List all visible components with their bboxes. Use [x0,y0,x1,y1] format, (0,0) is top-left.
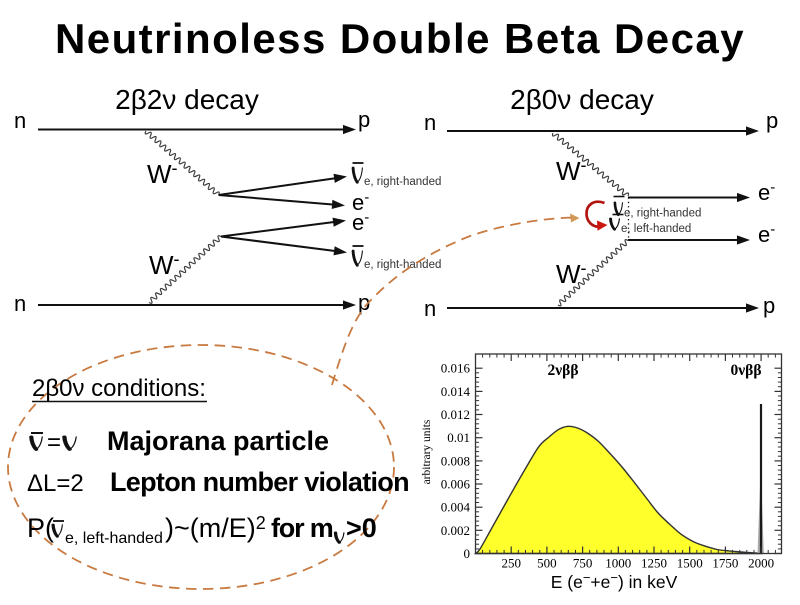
svg-text:Neutrinoless Double Beta Decay: Neutrinoless Double Beta Decay [55,15,745,62]
svg-text:0.01: 0.01 [447,430,470,445]
svg-text:2β2ν decay: 2β2ν decay [115,84,259,115]
svg-text:W-: W- [556,258,587,289]
svg-text:e, left-handed: e, left-handed [621,223,691,235]
svg-text:0: 0 [464,546,471,561]
svg-text:0.006: 0.006 [441,477,471,492]
svg-text:)~(m/E)2: )~(m/E)2 [165,513,266,543]
svg-text:e, left-handed: e, left-handed [65,530,163,547]
svg-text:=: = [47,429,61,456]
svg-text:0νββ: 0νββ [730,362,761,379]
svg-text:for m: for m [271,513,333,543]
svg-text:750: 750 [573,556,593,571]
svg-text:e, right-handed: e, right-handed [364,176,441,188]
svg-text:e, right-handed: e, right-handed [624,208,701,220]
svg-text:1500: 1500 [677,556,703,571]
svg-text:1250: 1250 [641,556,667,571]
svg-text:e, right-handed: e, right-handed [364,259,441,271]
svg-text:500: 500 [537,556,557,571]
svg-text:E (e−+e−) in keV: E (e−+e−) in keV [551,570,678,592]
svg-text:2β0ν conditions:: 2β0ν conditions: [32,375,206,402]
svg-text:p: p [358,290,370,315]
svg-text:>0: >0 [346,513,377,543]
svg-text:n: n [14,108,26,133]
svg-text:1000: 1000 [605,556,631,571]
svg-text:n: n [14,291,26,316]
svg-text:n: n [424,296,436,321]
svg-text:p: p [763,293,775,318]
svg-text:2β0ν decay: 2β0ν decay [510,84,654,115]
svg-text:0.008: 0.008 [441,453,470,468]
svg-text:ΔL=2: ΔL=2 [27,470,84,497]
svg-text:p: p [358,107,370,132]
svg-text:Lepton number violation: Lepton number violation [110,467,409,497]
svg-text:0.014: 0.014 [441,384,471,399]
svg-text:0.002: 0.002 [441,523,470,538]
svg-text:2000: 2000 [748,556,774,571]
svg-text:0.012: 0.012 [441,407,470,422]
svg-text:2νββ: 2νββ [547,362,578,379]
svg-text:0.004: 0.004 [441,500,471,515]
svg-text:p: p [766,108,778,133]
svg-text:P(: P( [27,513,54,543]
svg-text:250: 250 [501,556,521,571]
svg-text:arbitrary units: arbitrary units [421,419,433,484]
svg-text:Majorana particle: Majorana particle [107,426,329,456]
svg-text:0.016: 0.016 [441,361,471,376]
svg-text:1750: 1750 [712,556,738,571]
svg-text:n: n [424,110,436,135]
